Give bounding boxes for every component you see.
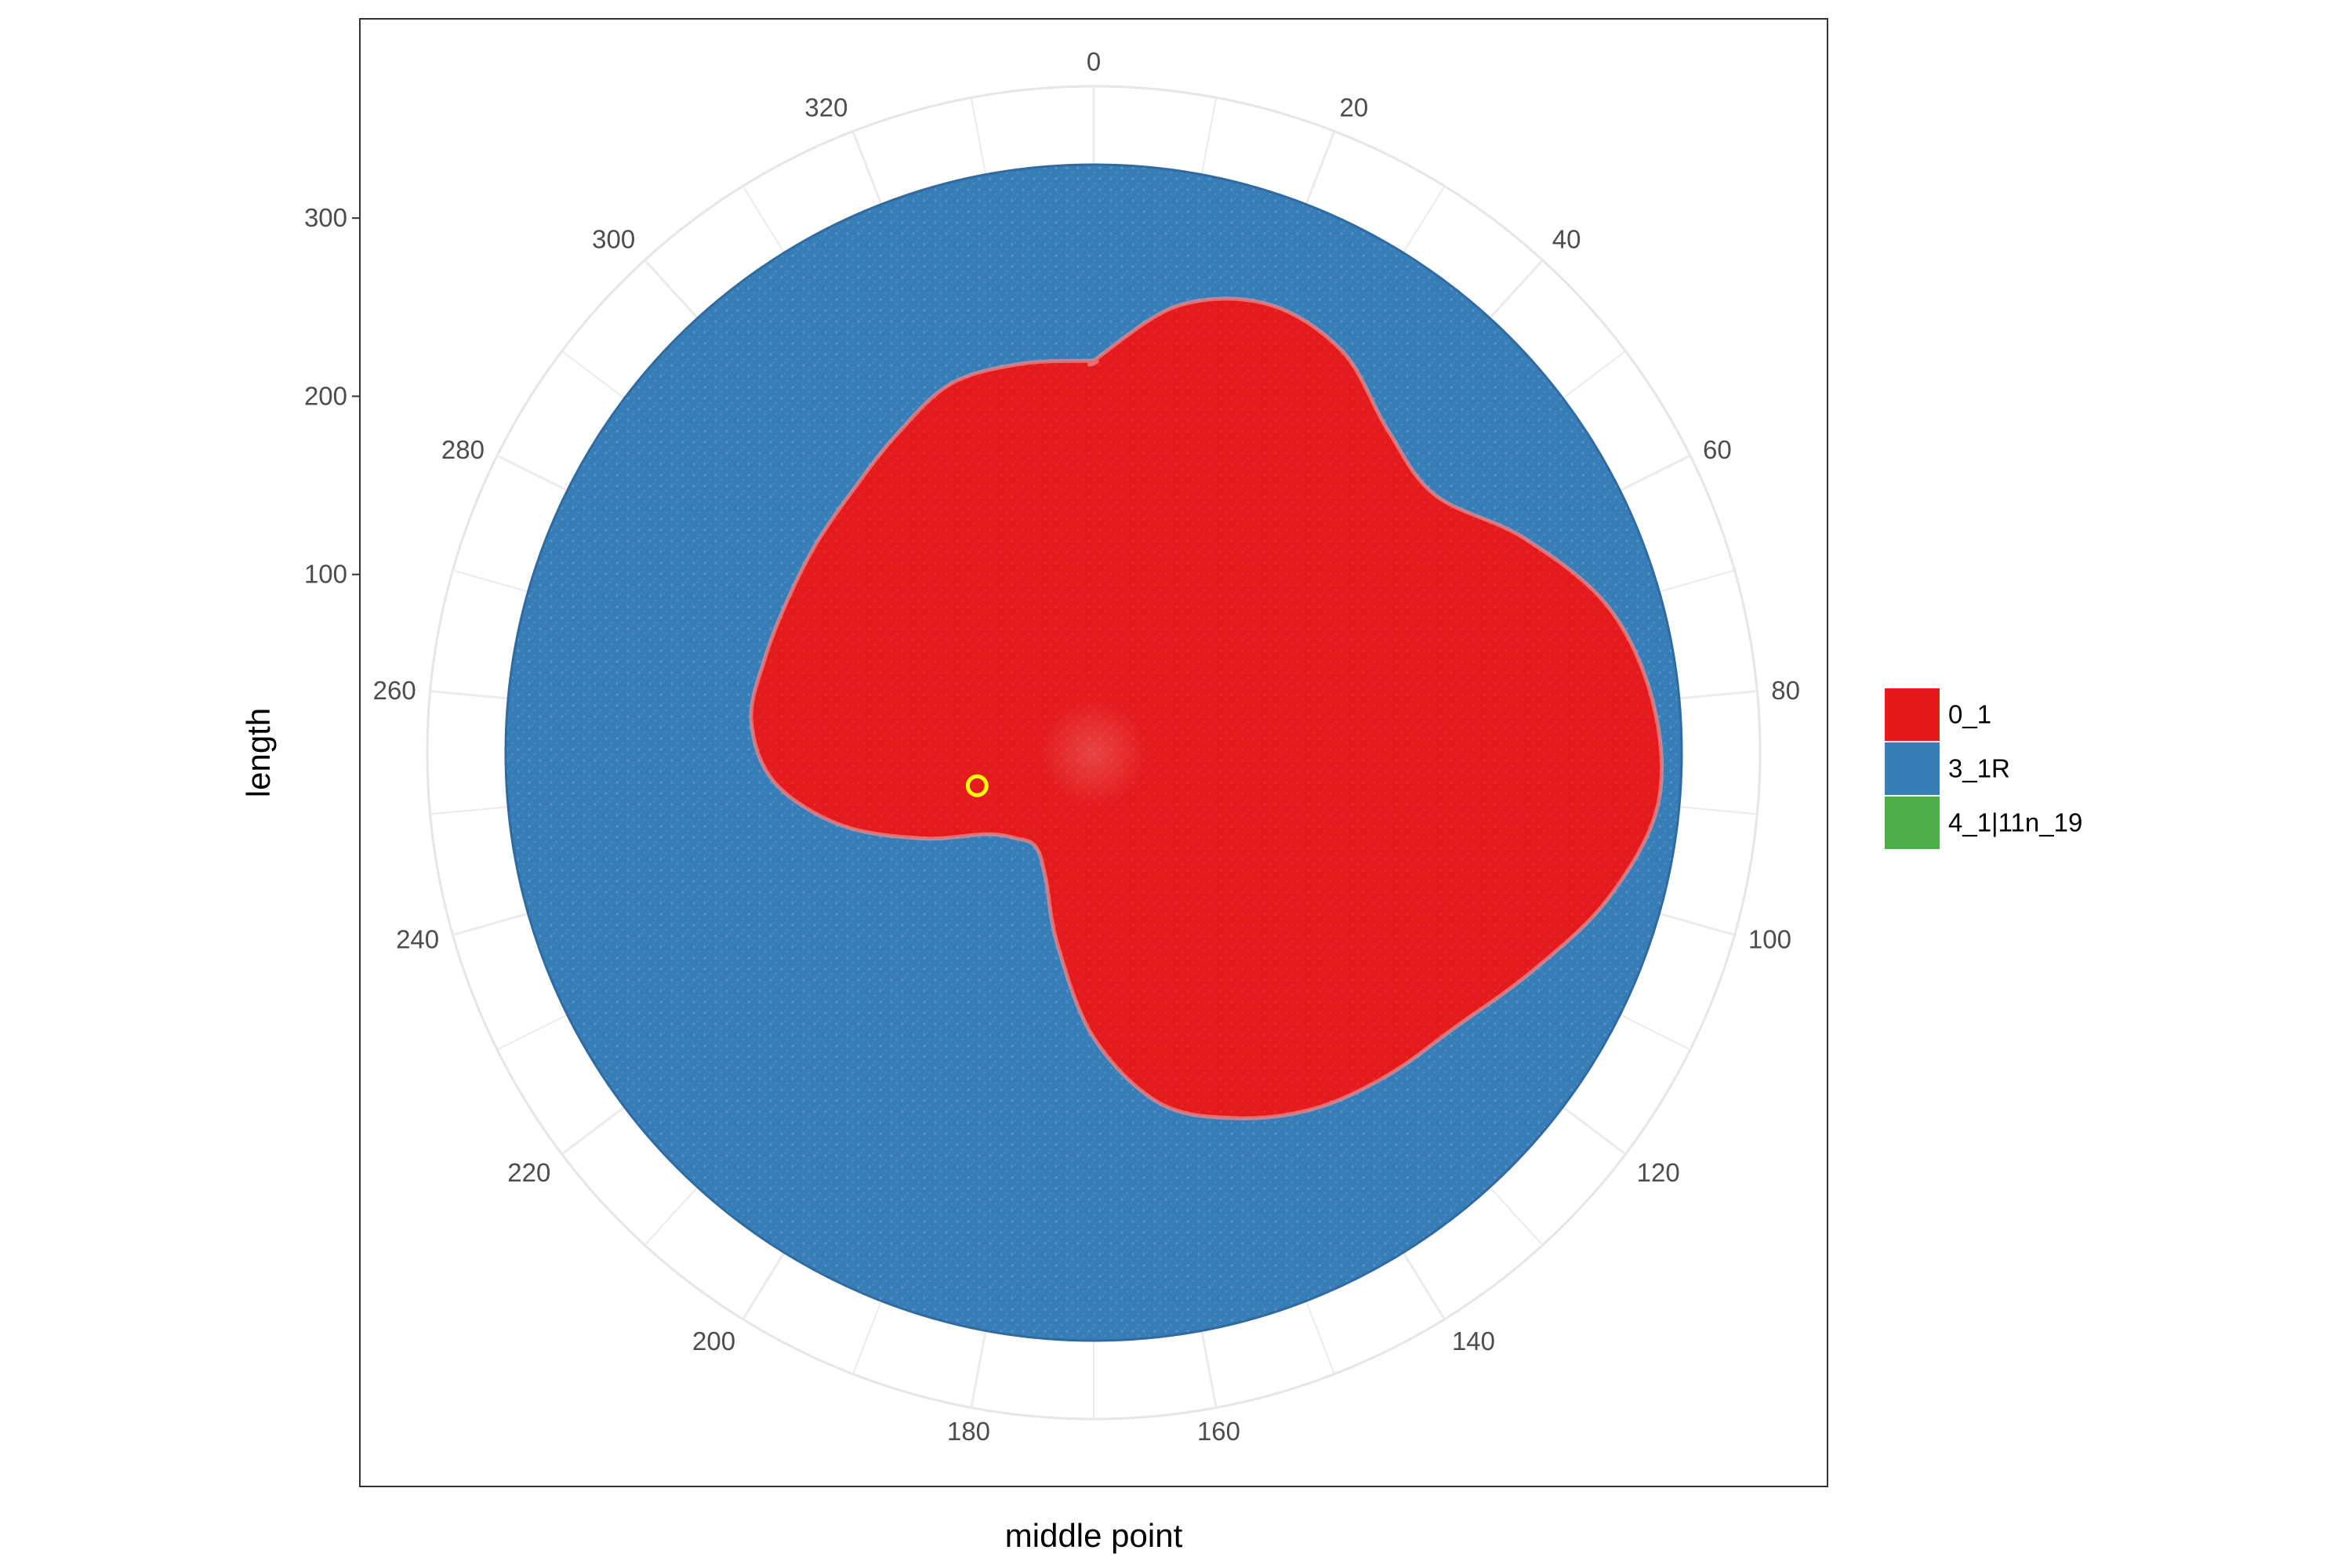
theta-tick-label: 40 [1552, 225, 1581, 254]
theta-tick-label: 160 [1197, 1417, 1240, 1446]
legend-key-swatch [1883, 687, 1941, 742]
legend-key-swatch [1883, 795, 1941, 851]
legend-key-label: 4_1|11n_19 [1948, 808, 2082, 837]
theta-tick-label: 0 [1087, 47, 1101, 76]
legend-key-label: 3_1R [1948, 754, 2010, 783]
legend: 0_1 3_1R 4_1|11n_19 [1883, 687, 2082, 851]
series-0-1-texture [750, 298, 1662, 1119]
radial-tick-label: 200 [304, 381, 347, 410]
x-axis-title: middle point [1005, 1517, 1183, 1554]
center-highlight [1039, 698, 1149, 808]
radial-tick-label: 100 [304, 560, 347, 589]
theta-tick-label: 180 [947, 1417, 990, 1446]
theta-tick-label: 240 [396, 925, 439, 954]
theta-tick-label: 200 [692, 1327, 735, 1356]
theta-tick-label: 320 [804, 93, 848, 122]
theta-tick-label: 100 [1748, 925, 1791, 954]
radial-axis: 100 200 300 [304, 203, 360, 589]
data-layer [504, 163, 1683, 1342]
theta-tick-label: 20 [1340, 93, 1369, 122]
theta-tick-label: 220 [507, 1158, 550, 1187]
theta-axis-labels: 0 20 40 60 80 100 120 140 160 180 200 220 240 260 280 3… [373, 47, 1800, 1446]
theta-tick-label: 80 [1771, 676, 1800, 705]
theta-tick-label: 280 [441, 435, 485, 464]
series-3-1r-edge [504, 163, 1683, 1342]
highlight-point-marker [965, 774, 989, 797]
theta-tick-label: 120 [1637, 1158, 1680, 1187]
legend-key-label: 0_1 [1948, 700, 1991, 729]
legend-key-swatch [1883, 741, 1941, 797]
y-axis-title: length [240, 708, 277, 797]
theta-tick-label: 140 [1452, 1327, 1495, 1356]
theta-tick-label: 300 [592, 225, 635, 254]
theta-tick-label: 260 [373, 676, 416, 705]
theta-tick-label: 60 [1703, 435, 1732, 464]
radial-tick-label: 300 [304, 203, 347, 232]
